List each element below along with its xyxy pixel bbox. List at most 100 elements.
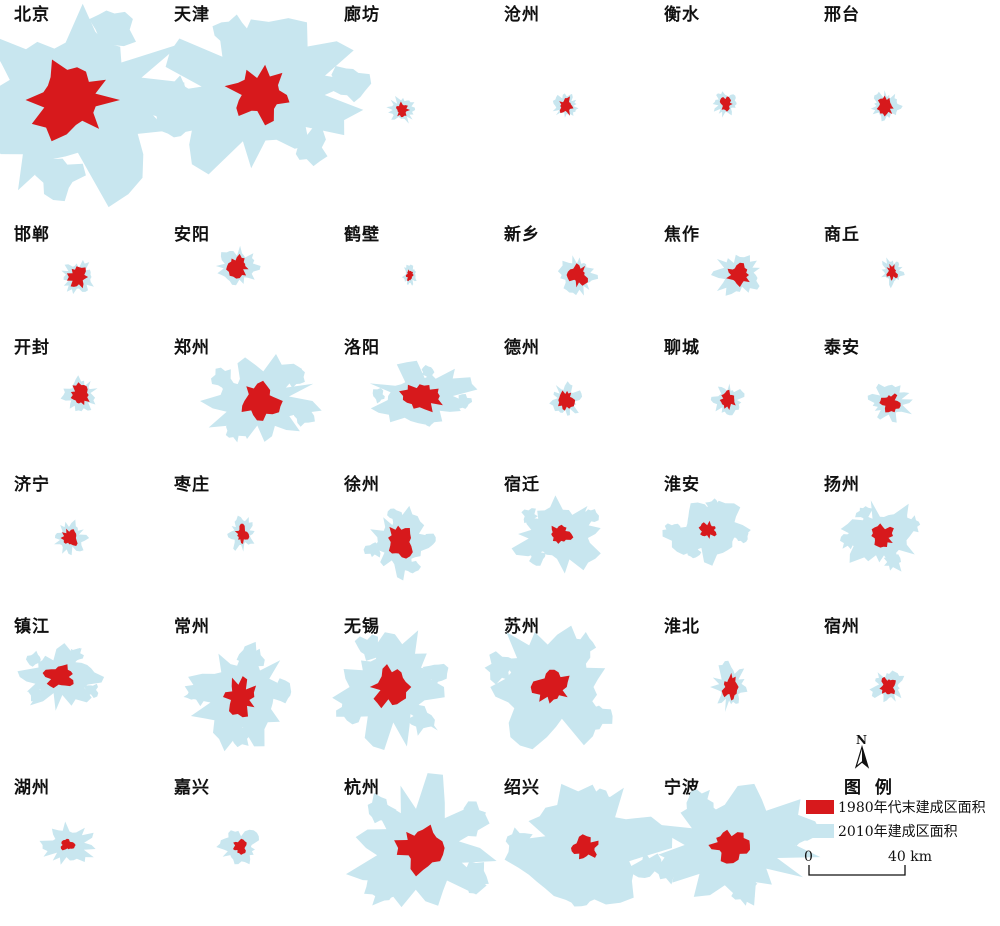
urban-area-1980 (226, 253, 249, 279)
city-panel: 天津 (140, 0, 372, 200)
city-name: 泰安 (824, 338, 860, 358)
city-panel: 镇江 (0, 612, 160, 760)
city-panel: 常州 (160, 612, 320, 760)
city-name: 焦作 (664, 225, 700, 245)
urban-area-1980 (871, 523, 894, 548)
urban-area-2010-patch (705, 498, 720, 515)
city-panel: 聊城 (650, 333, 810, 481)
urban-area-2010-patch (331, 66, 372, 103)
city-name: 德州 (504, 338, 540, 358)
city-urban-area-map (557, 255, 599, 296)
urban-area-2010-patch (34, 158, 86, 202)
north-label: N (856, 733, 867, 747)
urban-area-2010-patch (883, 554, 901, 571)
city-panel: 湖州 (0, 773, 160, 921)
city-urban-area-map (710, 660, 748, 712)
city-urban-area-map (369, 360, 478, 427)
urban-area-1980 (530, 669, 570, 704)
urban-area-1980 (551, 524, 574, 544)
urban-area-2010-patch (455, 801, 486, 837)
urban-area-1980 (879, 393, 901, 413)
urban-area-2010-patch (580, 509, 599, 523)
city-panel: 开封 (0, 333, 160, 481)
city-name: 聊城 (664, 338, 700, 358)
city-urban-area-map (216, 829, 259, 865)
city-urban-area-map (711, 254, 760, 296)
city-panel: 邯郸 (0, 220, 160, 368)
urban-area-2010-patch (422, 663, 449, 690)
city-urban-area-map (60, 375, 98, 412)
urban-area-2010-patch (212, 14, 251, 59)
urban-area-1980 (234, 523, 250, 544)
urban-area-2010-patch (457, 861, 489, 894)
urban-area-2010-patch (686, 789, 714, 815)
urban-area-2010-patch (664, 523, 682, 536)
urban-area-2010-patch (840, 531, 858, 550)
city-urban-area-map (870, 90, 903, 122)
city-name: 宁波 (664, 778, 700, 798)
city-urban-area-map (710, 383, 745, 416)
urban-area-1980 (60, 528, 78, 546)
city-urban-area-map (363, 505, 436, 581)
urban-area-2010-patch (211, 367, 235, 388)
city-panel: 洛阳 (330, 333, 490, 481)
city-panel: 泰安 (810, 333, 970, 481)
urban-area-2010-patch (575, 548, 592, 566)
city-urban-area-map (549, 381, 583, 416)
city-panel: 新乡 (490, 220, 650, 368)
city-name: 商丘 (824, 225, 860, 245)
city-urban-area-map (511, 495, 601, 574)
city-urban-area-map (662, 498, 751, 566)
urban-area-1980 (886, 263, 898, 281)
urban-area-2010-patch (855, 506, 873, 522)
city-panel: 绍兴 (490, 773, 673, 921)
city-panel: 宁波 (650, 773, 822, 921)
urban-area-1980 (721, 672, 739, 701)
scale-end-label: 40 km (888, 849, 933, 865)
legend-label-2010: 2010年建成区面积 (838, 824, 958, 840)
urban-area-1980 (60, 838, 76, 851)
city-urban-area-map (867, 383, 913, 423)
city-urban-area-map (484, 625, 613, 750)
urban-area-2010-patch (372, 388, 385, 404)
city-panel: 枣庄 (160, 470, 320, 618)
urban-area-2010-patch (336, 697, 365, 725)
urban-area-1980 (559, 96, 574, 116)
urban-area-2010-patch (184, 681, 210, 707)
urban-area-1980 (719, 389, 736, 410)
city-name: 新乡 (504, 225, 540, 245)
city-name: 扬州 (824, 475, 860, 495)
city-urban-area-map (712, 91, 737, 118)
urban-area-1980 (70, 382, 90, 406)
city-name: 安阳 (174, 225, 210, 245)
urban-area-2010-patch (295, 125, 328, 167)
urban-area-1980 (571, 834, 599, 860)
city-panel: 焦作 (650, 220, 810, 368)
urban-area-2010-patch (83, 683, 99, 698)
urban-area-1980 (369, 664, 412, 709)
city-panel: 廊坊 (330, 0, 490, 200)
urban-area-1980 (698, 520, 717, 539)
urban-area-2010-patch (156, 106, 195, 138)
urban-area-2010-patch (68, 648, 84, 663)
city-panel: 郑州 (160, 333, 322, 481)
city-name: 洛阳 (344, 338, 380, 358)
city-panel: 济宁 (0, 470, 160, 618)
urban-area-2010-patch (505, 827, 533, 859)
city-name: 湖州 (14, 778, 50, 798)
city-panel: 德州 (490, 333, 650, 481)
city-panel: 嘉兴 (160, 773, 320, 921)
urban-area-2010-patch (293, 406, 315, 427)
urban-area-1980 (241, 380, 283, 421)
urban-area-2010-patch (569, 632, 597, 664)
urban-area-2010-patch (225, 419, 248, 443)
legend-swatch-2010 (806, 824, 834, 838)
urban-area-2010-patch (731, 875, 758, 906)
urban-area-2010-patch (903, 515, 921, 533)
city-name: 宿州 (824, 617, 860, 637)
urban-area-2010-patch (419, 533, 436, 550)
city-name: 北京 (14, 5, 50, 25)
city-urban-area-map (183, 641, 292, 752)
urban-area-1980 (224, 64, 290, 126)
urban-area-2010-patch (733, 530, 749, 544)
